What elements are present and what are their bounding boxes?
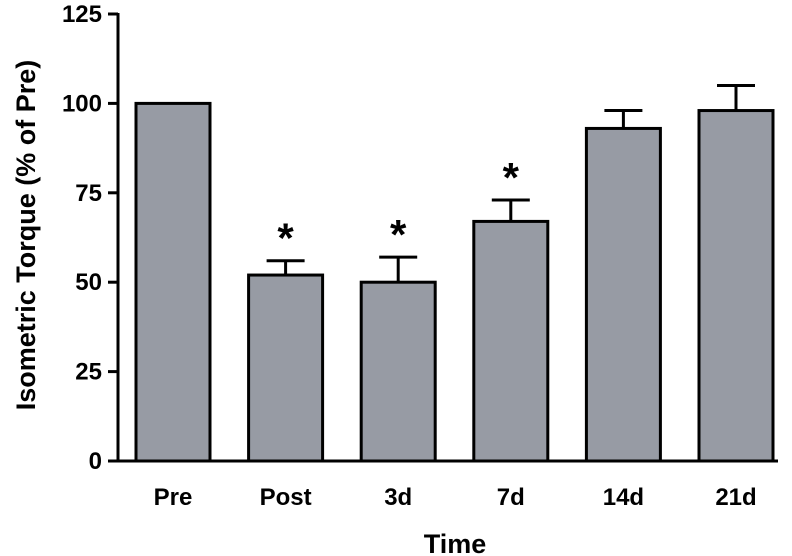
bar-7d: [472, 219, 550, 463]
x-tick-label-3d: 3d: [384, 484, 412, 511]
x-axis-labels: Pre Post 3d 7d 14d 21d: [154, 484, 757, 511]
bar-Post: [247, 273, 325, 463]
x-tick-label-Post: Post: [260, 484, 312, 511]
y-tick-label: 75: [75, 180, 102, 207]
y-axis-ticks: 0 25 50 75 100 125: [62, 1, 118, 475]
y-tick-label: 100: [62, 90, 102, 117]
y-tick-label: 50: [75, 269, 102, 296]
error-bars: [266, 84, 755, 283]
bar-3d: [359, 280, 437, 463]
x-tick-label-7d: 7d: [497, 484, 525, 511]
bars: [134, 101, 775, 463]
x-tick-label-21d: 21d: [715, 484, 756, 511]
y-tick-label: 0: [89, 448, 102, 475]
bar-Pre: [134, 101, 212, 463]
y-tick-label: 125: [62, 1, 102, 28]
significance-markers: * * *: [277, 154, 519, 262]
significance-star-Post: *: [277, 215, 294, 262]
x-tick-label-Pre: Pre: [154, 484, 193, 511]
y-axis-title: Isometric Torque (% of Pre): [11, 60, 41, 411]
bar-21d: [697, 109, 775, 463]
bar-14d: [584, 126, 662, 463]
y-tick-label: 25: [75, 359, 102, 386]
x-axis-title: Time: [424, 529, 487, 556]
significance-star-3d: *: [390, 211, 407, 258]
significance-star-7d: *: [503, 154, 520, 201]
x-tick-label-14d: 14d: [603, 484, 644, 511]
